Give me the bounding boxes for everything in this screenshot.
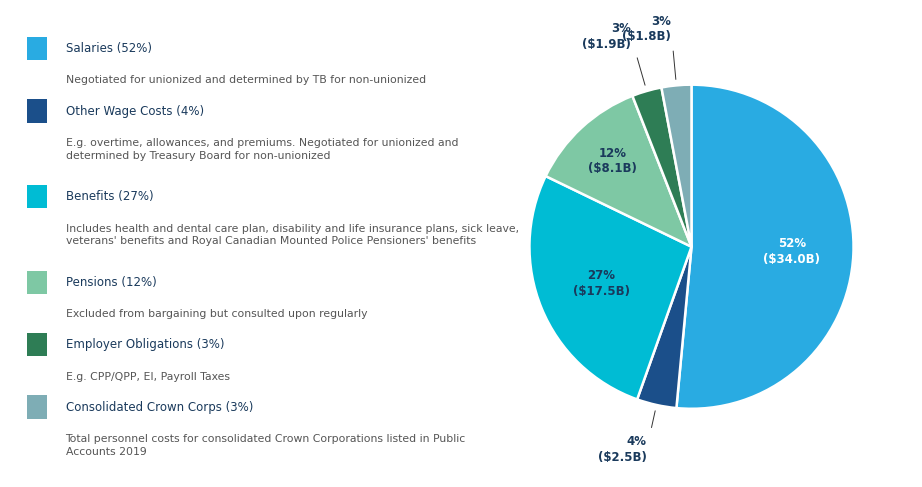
Text: 12%
($8.1B): 12% ($8.1B)	[588, 147, 637, 175]
Text: Employer Obligations (3%): Employer Obligations (3%)	[65, 338, 224, 351]
Text: Benefits (27%): Benefits (27%)	[65, 190, 153, 203]
FancyBboxPatch shape	[27, 395, 47, 419]
Text: 3%
($1.8B): 3% ($1.8B)	[622, 15, 671, 43]
Text: Negotiated for unionized and determined by TB for non-unionized: Negotiated for unionized and determined …	[65, 75, 426, 86]
Text: E.g. CPP/QPP, EI, Payroll Taxes: E.g. CPP/QPP, EI, Payroll Taxes	[65, 372, 230, 382]
Text: Consolidated Crown Corps (3%): Consolidated Crown Corps (3%)	[65, 401, 253, 413]
FancyBboxPatch shape	[27, 333, 47, 356]
Text: Other Wage Costs (4%): Other Wage Costs (4%)	[65, 105, 204, 117]
FancyBboxPatch shape	[27, 271, 47, 294]
FancyBboxPatch shape	[27, 185, 47, 208]
Text: 52%
($34.0B): 52% ($34.0B)	[763, 237, 821, 266]
FancyBboxPatch shape	[27, 37, 47, 60]
Wedge shape	[637, 247, 692, 408]
Text: Includes health and dental care plan, disability and life insurance plans, sick : Includes health and dental care plan, di…	[65, 224, 519, 246]
Wedge shape	[529, 176, 692, 399]
Text: Salaries (52%): Salaries (52%)	[65, 42, 151, 55]
Text: 3%
($1.9B): 3% ($1.9B)	[582, 22, 631, 51]
Wedge shape	[661, 85, 692, 247]
Text: Pensions (12%): Pensions (12%)	[65, 276, 157, 289]
Text: Excluded from bargaining but consulted upon regularly: Excluded from bargaining but consulted u…	[65, 309, 367, 319]
Wedge shape	[632, 88, 692, 247]
FancyBboxPatch shape	[27, 99, 47, 123]
Text: Total personnel costs for consolidated Crown Corporations listed in Public
Accou: Total personnel costs for consolidated C…	[65, 434, 466, 457]
Text: E.g. overtime, allowances, and premiums. Negotiated for unionized and
determined: E.g. overtime, allowances, and premiums.…	[65, 138, 458, 161]
Text: 4%
($2.5B): 4% ($2.5B)	[597, 435, 646, 464]
Wedge shape	[546, 96, 692, 247]
Wedge shape	[677, 85, 854, 409]
Text: 27%
($17.5B): 27% ($17.5B)	[573, 269, 630, 298]
